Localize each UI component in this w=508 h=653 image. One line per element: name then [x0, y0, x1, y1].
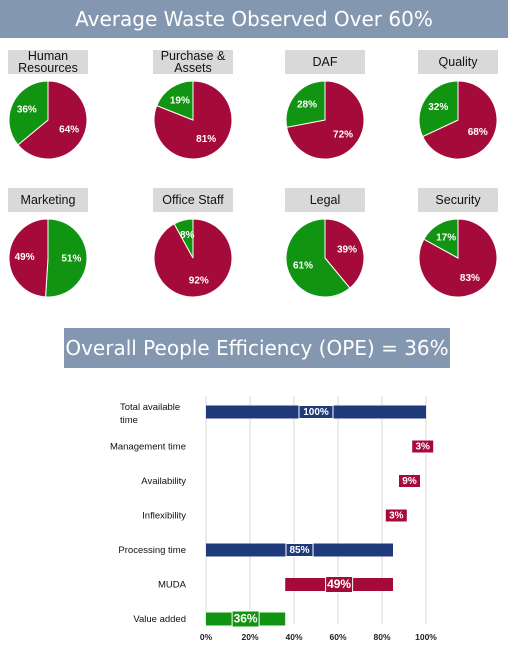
bar-value-box [298, 405, 334, 419]
pie-slice [422, 80, 498, 160]
pie-chart: Office Staff 92% 8% [145, 188, 241, 300]
pie-slice [285, 80, 326, 128]
pie-slice [156, 80, 194, 121]
bar-value-label: 36% [234, 612, 258, 626]
x-tick-label: 40% [285, 632, 302, 642]
category-label: Availability [141, 476, 186, 487]
pie-title: Office Staff [153, 188, 233, 212]
pie-slice-label: 17% [436, 232, 456, 243]
category-label: MUDA [158, 580, 187, 591]
category-label: Total available time [120, 402, 180, 426]
bar-value-label: 3% [415, 442, 430, 453]
pie-slice-label: 19% [170, 95, 190, 106]
pie-svg: 72% 28% [285, 80, 365, 160]
category-label: Inflexibility [142, 511, 186, 522]
bar-value-label: 49% [327, 577, 351, 591]
pie-title: Human Resources [8, 50, 88, 74]
pie-chart: Marketing 51% 49% [0, 188, 96, 300]
pie-slice-label: 64% [59, 125, 79, 136]
pie-slice [8, 218, 49, 298]
pie-slice-label: 8% [180, 230, 195, 241]
bar-value-box [384, 508, 408, 523]
x-tick-label: 80% [373, 632, 390, 642]
pie-chart: Purchase & Assets 81% 19% [145, 50, 241, 162]
pie-slice-label: 32% [428, 102, 448, 113]
pie-svg: 39% 61% [285, 218, 365, 298]
pie-title: Purchase & Assets [153, 50, 233, 74]
pie-title: DAF [285, 50, 365, 74]
category-label: Processing time [118, 545, 186, 556]
pie-slice-label: 51% [61, 253, 81, 264]
pie-svg: 81% 19% [153, 80, 233, 160]
pie-slice [418, 80, 459, 138]
pie-slice-label: 92% [189, 275, 209, 286]
x-tick-label: 20% [241, 632, 258, 642]
category-label: Management time [110, 442, 186, 453]
pie-chart: DAF 72% 28% [277, 50, 373, 162]
bar-value-box [325, 576, 354, 593]
pie-slice-label: 36% [17, 105, 37, 116]
x-tick-label: 100% [415, 632, 437, 642]
pie-slice-label: 61% [293, 261, 313, 272]
bar-value-label: 3% [389, 511, 404, 522]
pie-slice [423, 218, 459, 259]
pie-chart: Legal 39% 61% [277, 188, 373, 300]
bar-value-box [285, 543, 314, 557]
pie-svg: 92% 8% [153, 218, 233, 298]
bar-value-box [411, 439, 435, 454]
pie-svg: 68% 32% [418, 80, 498, 160]
category-label: Value added [133, 614, 186, 625]
pie-slice [17, 80, 88, 160]
pie-slice [285, 218, 351, 298]
pie-chart: Quality 68% 32% [410, 50, 506, 162]
pie-title: Marketing [8, 188, 88, 212]
pie-title: Legal [285, 188, 365, 212]
pie-slice-label: 39% [337, 245, 357, 256]
pie-slice [173, 218, 194, 259]
ope-title: Overall People Efficiency (OPE) = 36% [64, 328, 450, 368]
pie-chart: Human Resources 64% 36% [0, 50, 96, 162]
ope-bar-chart: 0% 20% 40% 60% 80% 100% Total available time Man… [110, 396, 437, 642]
pie-chart: Security 83% 17% [410, 188, 506, 300]
pie-slice [45, 218, 88, 298]
pie-slice-label: 28% [297, 100, 317, 111]
pie-svg: 83% 17% [418, 218, 498, 298]
bar-value-box [231, 610, 260, 628]
bar-value-label: 85% [289, 545, 309, 556]
pie-slice-label: 83% [460, 273, 480, 284]
pie-svg: 51% 49% [8, 218, 88, 298]
x-tick-label: 60% [329, 632, 346, 642]
bar-value-label: 100% [303, 407, 329, 418]
page-title: Average Waste Observed Over 60% [0, 0, 508, 38]
pie-slice-label: 81% [196, 134, 216, 145]
pie-title: Security [418, 188, 498, 212]
pie-slice-label: 68% [468, 127, 488, 138]
pie-slice-label: 72% [333, 130, 353, 141]
pie-slice [8, 80, 49, 146]
x-tick-label: 0% [200, 632, 213, 642]
pie-slice [324, 218, 365, 289]
bar-value-box [398, 474, 421, 488]
pie-slice-label: 49% [15, 252, 35, 263]
pie-svg: 64% 36% [8, 80, 88, 160]
pie-title: Quality [418, 50, 498, 74]
bar-value-label: 9% [402, 476, 417, 487]
